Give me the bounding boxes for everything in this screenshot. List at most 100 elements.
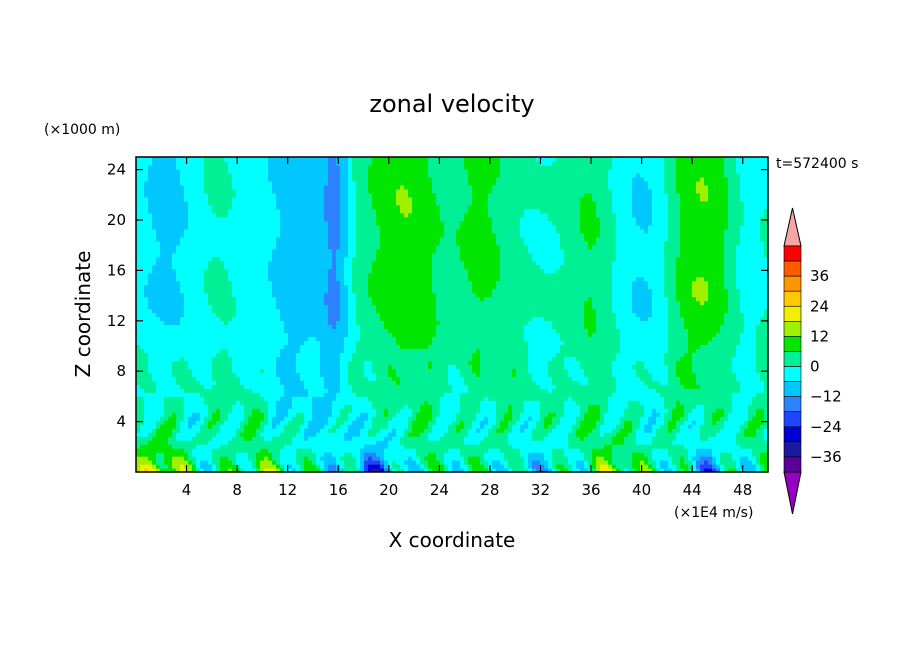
heatmap-cell: [708, 404, 713, 409]
heatmap-cell: [692, 432, 697, 437]
heatmap-cell: [460, 396, 465, 401]
heatmap-cell: [596, 356, 601, 361]
heatmap-cell: [268, 348, 273, 353]
heatmap-cell: [468, 444, 473, 449]
heatmap-cell: [388, 360, 393, 365]
heatmap-cell: [240, 368, 245, 373]
heatmap-cell: [404, 348, 409, 353]
heatmap-cell: [476, 468, 481, 472]
heatmap-cell: [252, 412, 257, 417]
heatmap-cell: [152, 468, 157, 472]
heatmap-cell: [444, 376, 449, 381]
heatmap-cell: [308, 356, 313, 361]
heatmap-cell: [556, 388, 561, 393]
heatmap-cell: [736, 380, 741, 385]
heatmap-cell: [180, 396, 185, 401]
heatmap-cell: [624, 384, 629, 389]
heatmap-cell: [600, 428, 605, 433]
heatmap-cell: [192, 364, 197, 369]
heatmap-cell: [208, 428, 213, 433]
heatmap-cell: [672, 452, 677, 457]
heatmap-cell: [640, 440, 645, 445]
heatmap-cell: [716, 456, 721, 461]
heatmap-cell: [140, 376, 145, 381]
heatmap-cell: [472, 452, 477, 457]
heatmap-cell: [380, 392, 385, 397]
heatmap-cell: [352, 440, 357, 445]
heatmap-cell: [212, 380, 217, 385]
heatmap-cell: [644, 432, 649, 437]
heatmap-cell: [228, 376, 233, 381]
heatmap-cell: [616, 448, 621, 453]
heatmap-cell: [160, 388, 165, 393]
heatmap-cell: [572, 368, 577, 373]
heatmap-cell: [536, 384, 541, 389]
heatmap-cell: [388, 380, 393, 385]
heatmap-cell: [312, 440, 317, 445]
heatmap-cell: [172, 364, 177, 369]
heatmap-cell: [264, 444, 269, 449]
heatmap-cell: [524, 448, 529, 453]
heatmap-cell: [456, 440, 461, 445]
heatmap-cell: [156, 456, 161, 461]
heatmap-cell: [448, 388, 453, 393]
heatmap-cell: [688, 400, 693, 405]
heatmap-cell: [176, 396, 181, 401]
heatmap-cell: [364, 364, 369, 369]
heatmap-cell: [156, 360, 161, 365]
heatmap-cell: [532, 424, 537, 429]
heatmap-cell: [196, 344, 201, 349]
heatmap-cell: [404, 440, 409, 445]
heatmap-cell: [536, 388, 541, 393]
heatmap-cell: [604, 348, 609, 353]
heatmap-cell: [424, 448, 429, 453]
heatmap-cell: [488, 436, 493, 441]
heatmap-cell: [560, 436, 565, 441]
heatmap-cell: [652, 396, 657, 401]
heatmap-cell: [412, 384, 417, 389]
heatmap-cell: [756, 412, 761, 417]
heatmap-cell: [456, 360, 461, 365]
heatmap-cell: [440, 440, 445, 445]
heatmap-cell: [540, 368, 545, 373]
heatmap-cell: [344, 396, 349, 401]
heatmap-cell: [344, 384, 349, 389]
heatmap-cell: [668, 364, 673, 369]
heatmap-cell: [700, 456, 705, 461]
heatmap-cell: [404, 464, 409, 469]
heatmap-cell: [528, 352, 533, 357]
heatmap-cell: [456, 396, 461, 401]
heatmap-cell: [532, 448, 537, 453]
heatmap-cell: [236, 360, 241, 365]
heatmap-cell: [348, 364, 353, 369]
heatmap-cell: [432, 380, 437, 385]
heatmap-cell: [352, 348, 357, 353]
heatmap-cell: [376, 400, 381, 405]
heatmap-cell: [164, 444, 169, 449]
heatmap-cell: [264, 356, 269, 361]
heatmap-cell: [332, 456, 337, 461]
heatmap-cell: [328, 432, 333, 437]
heatmap-cell: [464, 432, 469, 437]
heatmap-cell: [256, 460, 261, 465]
heatmap-cell: [284, 344, 289, 349]
heatmap-cell: [452, 360, 457, 365]
heatmap-cell: [636, 424, 641, 429]
heatmap-cell: [456, 372, 461, 377]
heatmap-cell: [236, 436, 241, 441]
heatmap-cell: [248, 384, 253, 389]
heatmap-cell: [644, 400, 649, 405]
heatmap-cell: [144, 460, 149, 465]
heatmap-cell: [180, 456, 185, 461]
heatmap-cell: [444, 388, 449, 393]
heatmap-cell: [572, 356, 577, 361]
heatmap-cell: [180, 392, 185, 397]
heatmap-cell: [388, 376, 393, 381]
heatmap-cell: [740, 436, 745, 441]
heatmap-cell: [616, 456, 621, 461]
heatmap-cell: [652, 424, 657, 429]
heatmap-cell: [696, 372, 701, 377]
heatmap-cell: [608, 460, 613, 465]
heatmap-cell: [472, 380, 477, 385]
heatmap-cell: [204, 388, 209, 393]
